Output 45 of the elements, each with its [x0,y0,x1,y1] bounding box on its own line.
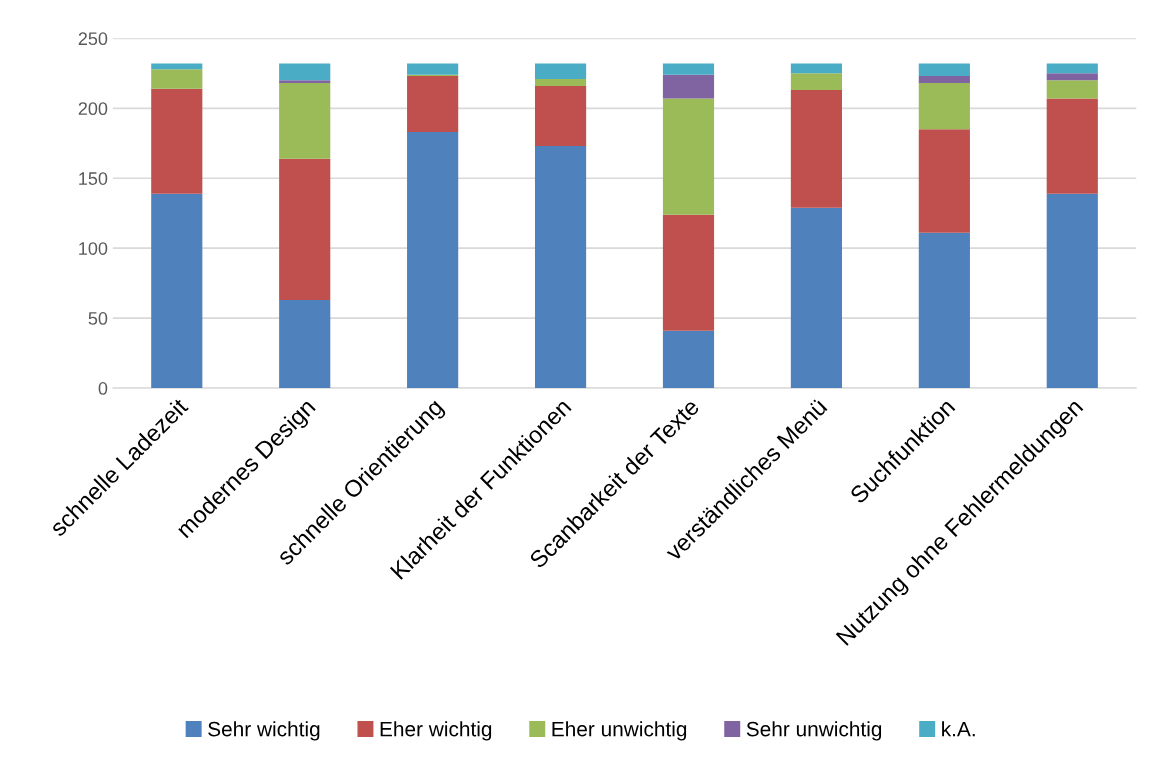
bar [1046,193,1098,389]
bar [1046,80,1098,99]
bar [662,98,715,215]
bar [279,158,331,300]
bar [534,78,587,86]
bar [279,299,331,389]
bar [151,88,203,194]
legend-label: Sehr wichtig [208,721,320,741]
bar [790,63,843,74]
legend-label: k.A. [942,721,975,737]
bar [662,214,715,331]
y-tick-label: 50 [88,312,108,325]
bar [918,83,970,130]
bar [1046,73,1098,81]
bar [534,63,587,79]
bar [918,63,970,77]
bar [279,63,331,81]
bar [918,232,970,389]
bar [918,76,970,84]
bar [534,146,587,389]
bar [1046,98,1098,194]
legend-label: Eher wichtig [380,721,492,741]
bar [790,207,843,389]
bar [151,69,203,89]
bar [407,132,459,389]
bar [790,90,843,208]
bar [407,76,459,133]
y-tick-label: 150 [79,172,108,185]
legend-label: Eher unwichtig [552,721,687,741]
bar [279,80,331,84]
bar [918,129,970,233]
bar [407,63,459,75]
bar [534,85,587,147]
bar [151,193,203,389]
y-tick-label: 0 [98,382,108,395]
bar [279,83,331,159]
bar [662,63,715,75]
y-tick-label: 200 [78,102,108,116]
y-tick-label: 100 [79,242,108,255]
legend-label: Sehr unwichtig [746,721,882,741]
y-tick-label: 250 [78,32,108,46]
bar [1046,63,1098,74]
bar [662,330,715,389]
bar [790,73,843,91]
bar [662,74,715,99]
